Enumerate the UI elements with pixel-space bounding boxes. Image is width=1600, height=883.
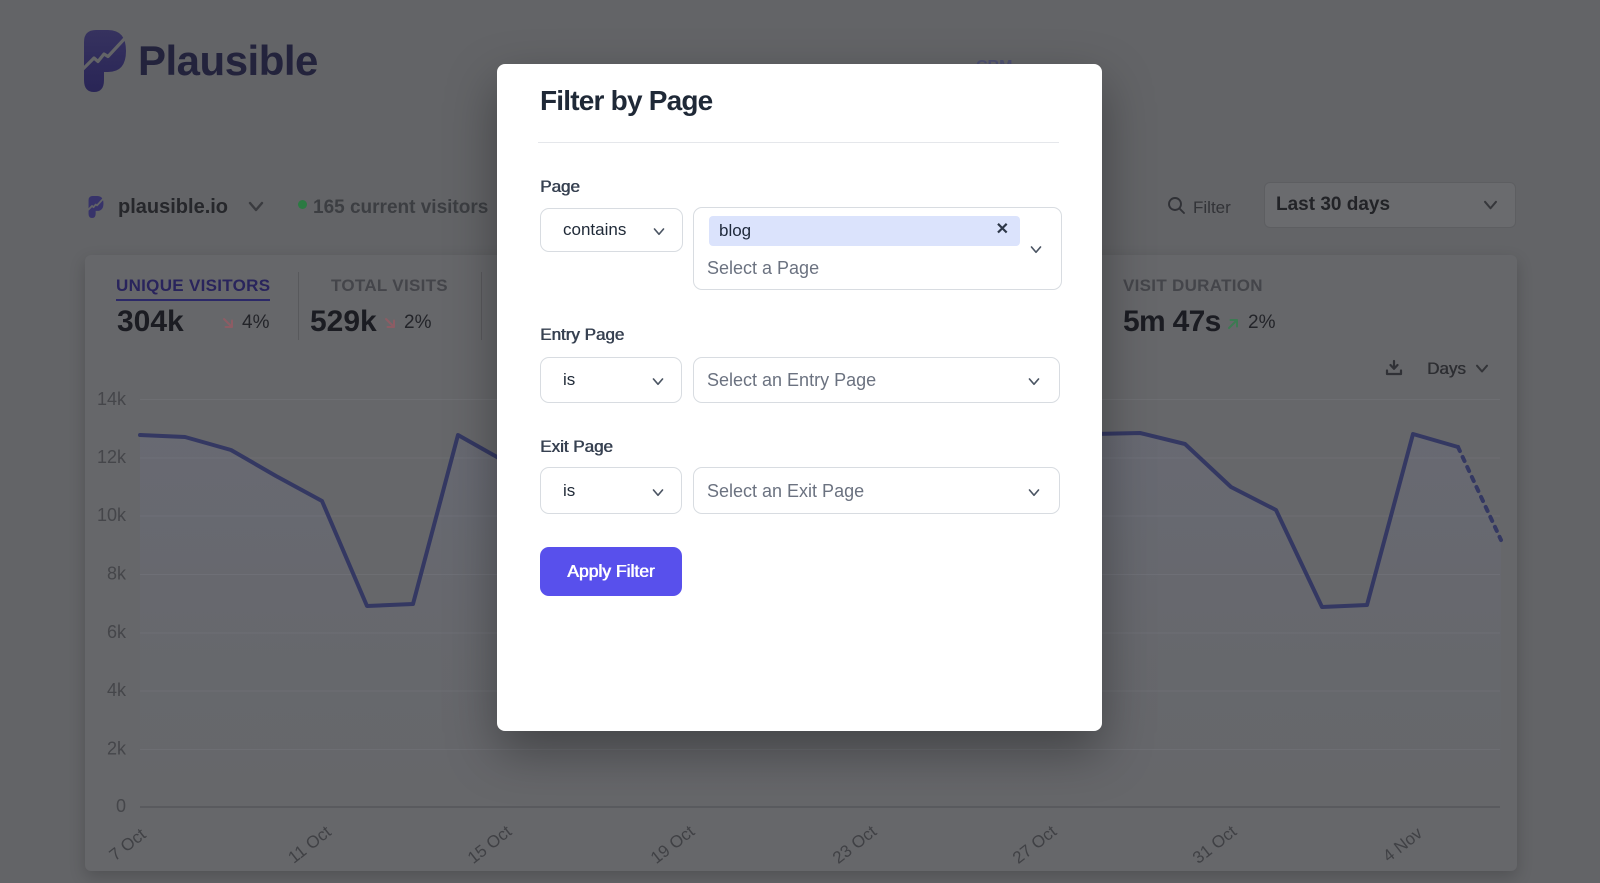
svg-text:12k: 12k xyxy=(97,447,127,467)
svg-text:31 Oct: 31 Oct xyxy=(1189,822,1240,868)
svg-text:10k: 10k xyxy=(97,505,127,525)
svg-text:8k: 8k xyxy=(107,564,127,584)
svg-text:0: 0 xyxy=(116,796,126,816)
svg-text:15 Oct: 15 Oct xyxy=(464,822,515,868)
svg-text:7 Oct: 7 Oct xyxy=(106,825,150,865)
svg-text:23 Oct: 23 Oct xyxy=(829,822,880,868)
svg-text:2k: 2k xyxy=(107,739,127,759)
svg-text:14k: 14k xyxy=(97,389,127,409)
svg-text:27 Oct: 27 Oct xyxy=(1009,822,1060,868)
svg-text:11 Oct: 11 Oct xyxy=(285,822,335,867)
svg-text:6k: 6k xyxy=(107,622,127,642)
svg-text:4k: 4k xyxy=(107,680,127,700)
svg-text:19 Oct: 19 Oct xyxy=(647,822,698,868)
svg-text:4 Nov: 4 Nov xyxy=(1379,823,1426,866)
